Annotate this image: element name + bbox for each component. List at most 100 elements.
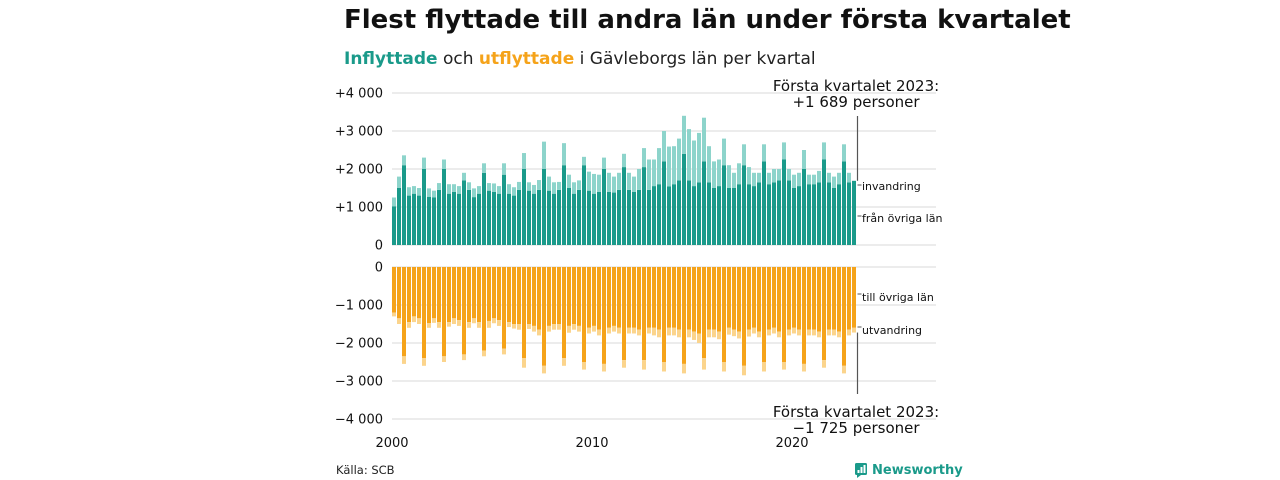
outflow-bar-till-ovriga-lan bbox=[447, 267, 451, 323]
outflow-bar-utvandring bbox=[447, 322, 451, 327]
inflow-bar-fran-ovriga-lan bbox=[407, 195, 411, 245]
outflow-bar-till-ovriga-lan bbox=[397, 267, 401, 319]
inflow-bar-fran-ovriga-lan bbox=[822, 159, 826, 245]
outflow-y-tick-label: −4 000 bbox=[335, 413, 383, 428]
outflow-bar-utvandring bbox=[487, 320, 491, 328]
inflow-bar-fran-ovriga-lan bbox=[657, 184, 661, 245]
inflow-bar-invandring bbox=[412, 186, 416, 194]
outflow-bar-utvandring bbox=[437, 322, 441, 328]
inflow-bar-invandring bbox=[717, 159, 721, 187]
inflow-bar-invandring bbox=[607, 172, 611, 192]
inflow-bar-invandring bbox=[707, 146, 711, 183]
outflow-bar-till-ovriga-lan bbox=[452, 267, 456, 319]
inflow-bar-invandring bbox=[612, 176, 616, 193]
inflow-bar-fran-ovriga-lan bbox=[837, 184, 841, 245]
inflow-bar-fran-ovriga-lan bbox=[462, 180, 466, 245]
outflow-bar-utvandring bbox=[742, 365, 746, 376]
x-tick-label: 2000 bbox=[375, 436, 408, 451]
inflow-bar-invandring bbox=[557, 181, 561, 190]
outflow-bar-utvandring bbox=[402, 356, 406, 364]
inflow-bar-fran-ovriga-lan bbox=[717, 186, 721, 245]
inflow-bar-invandring bbox=[482, 163, 486, 173]
inflow-bar-invandring bbox=[782, 142, 786, 160]
inflow-bar-invandring bbox=[417, 188, 421, 196]
outflow-bar-utvandring bbox=[847, 329, 851, 336]
outflow-bar-till-ovriga-lan bbox=[472, 267, 476, 319]
outflow-bar-till-ovriga-lan bbox=[757, 267, 761, 332]
inflow-bar-invandring bbox=[667, 146, 671, 187]
outflow-bar-utvandring bbox=[647, 327, 651, 334]
outflow-bar-till-ovriga-lan bbox=[432, 267, 436, 319]
outflow-bar-till-ovriga-lan bbox=[392, 267, 396, 313]
inflow-bar-fran-ovriga-lan bbox=[582, 165, 586, 245]
inflow-bar-invandring bbox=[542, 141, 546, 169]
label-till-ovriga-lan: till övriga län bbox=[862, 291, 934, 304]
outflow-bar-utvandring bbox=[737, 331, 741, 339]
inflow-bar-fran-ovriga-lan bbox=[612, 192, 616, 245]
outflow-bar-till-ovriga-lan bbox=[567, 267, 571, 326]
inflow-y-axis: 0 +1 000 +2 000 +3 000 +4 000 bbox=[335, 87, 383, 254]
outflow-bar-utvandring bbox=[552, 324, 556, 330]
outflow-bar-till-ovriga-lan bbox=[747, 267, 751, 330]
inflow-bar-fran-ovriga-lan bbox=[607, 191, 611, 245]
outflow-bar-till-ovriga-lan bbox=[822, 267, 826, 361]
outflow-bar-till-ovriga-lan bbox=[792, 267, 796, 328]
outflow-bar-utvandring bbox=[627, 327, 631, 334]
inflow-bar-invandring bbox=[502, 163, 506, 175]
inflow-bar-fran-ovriga-lan bbox=[762, 161, 766, 245]
inflow-bar-fran-ovriga-lan bbox=[802, 169, 806, 245]
inflow-bar-invandring bbox=[727, 165, 731, 188]
inflow-bar-fran-ovriga-lan bbox=[847, 182, 851, 245]
outflow-bar-utvandring bbox=[517, 324, 521, 330]
inflow-bar-fran-ovriga-lan bbox=[712, 188, 716, 245]
inflow-bar-invandring bbox=[522, 153, 526, 169]
inflow-bar-invandring bbox=[697, 132, 701, 183]
inflow-bar-invandring bbox=[672, 146, 676, 185]
inflow-bar-invandring bbox=[577, 180, 581, 190]
inflow-bar-invandring bbox=[647, 159, 651, 190]
outflow-bar-till-ovriga-lan bbox=[442, 267, 446, 357]
inflow-bar-fran-ovriga-lan bbox=[477, 193, 481, 245]
inflow-bar-fran-ovriga-lan bbox=[667, 186, 671, 245]
inflow-bar-fran-ovriga-lan bbox=[562, 165, 566, 245]
outflow-y-tick-label: 0 bbox=[375, 261, 383, 276]
outflow-bar-till-ovriga-lan bbox=[707, 267, 711, 330]
inflow-y-tick-label: +2 000 bbox=[335, 163, 383, 178]
outflow-bar-utvandring bbox=[782, 362, 786, 370]
outflow-bar-till-ovriga-lan bbox=[482, 267, 486, 351]
inflow-bar-invandring bbox=[712, 161, 716, 188]
outflow-bar-utvandring bbox=[792, 327, 796, 334]
inflow-bar-invandring bbox=[527, 182, 531, 191]
inflow-bar-fran-ovriga-lan bbox=[842, 161, 846, 245]
outflow-bar-till-ovriga-lan bbox=[522, 267, 526, 359]
outflow-bar-utvandring bbox=[542, 365, 546, 374]
outflow-bar-till-ovriga-lan bbox=[607, 267, 611, 328]
outflow-bar-utvandring bbox=[597, 329, 601, 336]
inflow-bar-fran-ovriga-lan bbox=[687, 180, 691, 245]
outflow-bar-utvandring bbox=[452, 318, 456, 324]
outflow-bar-till-ovriga-lan bbox=[847, 267, 851, 330]
outflow-bar-utvandring bbox=[592, 325, 596, 332]
inflow-bar-invandring bbox=[552, 182, 556, 194]
outflow-bar-till-ovriga-lan bbox=[807, 267, 811, 330]
outflow-bar-utvandring bbox=[757, 331, 761, 338]
outflow-bar-utvandring bbox=[607, 327, 611, 334]
inflow-bar-invandring bbox=[572, 182, 576, 194]
outflow-bar-till-ovriga-lan bbox=[697, 267, 701, 334]
inflow-bar-invandring bbox=[767, 172, 771, 185]
inflow-bar-fran-ovriga-lan bbox=[772, 182, 776, 245]
outflow-y-tick-label: −1 000 bbox=[335, 299, 383, 314]
bottom-annotation-line1: Första kvartalet 2023: bbox=[773, 403, 939, 421]
inflow-bar-fran-ovriga-lan bbox=[447, 193, 451, 245]
outflow-bar-utvandring bbox=[547, 325, 551, 332]
outflow-bar-till-ovriga-lan bbox=[737, 267, 741, 332]
inflow-bar-invandring bbox=[587, 171, 591, 191]
outflow-bar-till-ovriga-lan bbox=[787, 267, 791, 330]
inflow-bar-invandring bbox=[822, 142, 826, 160]
inflow-bar-fran-ovriga-lan bbox=[647, 189, 651, 245]
outflow-bar-utvandring bbox=[622, 360, 626, 368]
outflow-bar-utvandring bbox=[747, 329, 751, 337]
outflow-y-tick-label: −3 000 bbox=[335, 375, 383, 390]
outflow-bar-till-ovriga-lan bbox=[627, 267, 631, 328]
subtitle-utflyttade: utflyttade bbox=[479, 49, 574, 69]
